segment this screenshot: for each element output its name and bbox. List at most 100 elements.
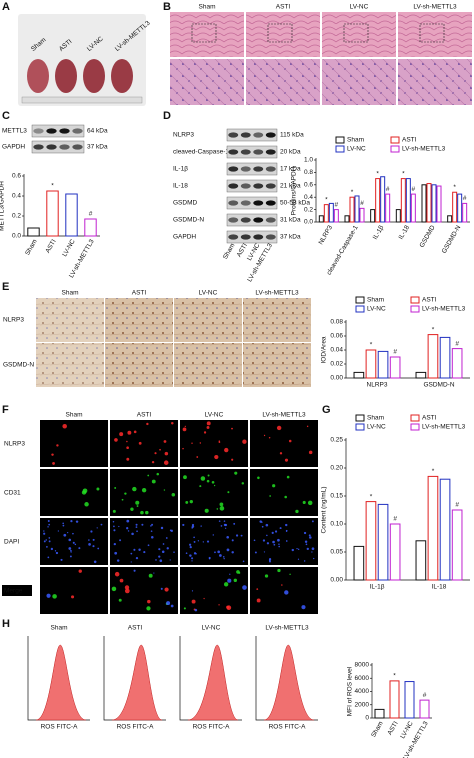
he-image xyxy=(246,12,320,57)
blot-strip xyxy=(226,196,278,210)
blot-strip xyxy=(31,140,85,154)
fluorescence-dot xyxy=(203,431,207,434)
fluorescence-dot xyxy=(281,584,283,586)
fluorescence-dot xyxy=(96,527,98,529)
bar xyxy=(427,334,439,379)
fluorescence-dot xyxy=(52,594,57,599)
blot-band xyxy=(240,132,251,138)
panel-letter: C xyxy=(2,110,10,122)
fluorescence-dot xyxy=(214,454,219,460)
y-tick-label: 0.8 xyxy=(304,169,313,176)
significance-marker: # xyxy=(393,349,397,356)
fluorescence-dot xyxy=(169,559,171,561)
fluorescence-dot xyxy=(311,547,315,551)
fluorescence-dot xyxy=(227,578,232,583)
fluorescence-dot xyxy=(219,554,222,557)
bar xyxy=(457,193,463,223)
fluorescence-dot xyxy=(92,545,95,548)
fluorescence-dot xyxy=(278,543,280,545)
fluorescence-dot xyxy=(297,558,300,560)
legend-swatch xyxy=(355,423,365,431)
protein-label: NLRP3 xyxy=(173,132,194,139)
fluorescence-dot xyxy=(202,541,204,543)
fluorescence-dot xyxy=(56,444,59,447)
muscle-sample xyxy=(55,59,77,93)
bar xyxy=(410,193,416,223)
fluorescence-dot xyxy=(90,530,93,533)
fluorescence-dot xyxy=(229,573,231,575)
fluorescence-dot xyxy=(224,527,227,529)
fluorescence-dot xyxy=(114,551,118,555)
fluorescence-dot xyxy=(235,534,239,537)
fluorescence-dot xyxy=(302,500,306,505)
blot-band xyxy=(240,166,251,172)
fluorescence-dot xyxy=(62,522,64,525)
fluorescence-dot xyxy=(135,500,140,505)
fluorescence-dot xyxy=(273,543,276,546)
fluorescence-dot xyxy=(218,441,221,444)
fluorescence-dot xyxy=(204,508,209,513)
fluorescence-dot xyxy=(153,572,155,574)
bar xyxy=(65,193,78,237)
y-tick-label: 0.4 xyxy=(12,193,21,200)
bar xyxy=(436,185,442,223)
column-label: LV-NC xyxy=(202,625,221,632)
legend-label: LV-sh-METTL3 xyxy=(422,306,466,313)
fluorescence-dot xyxy=(173,551,175,553)
size-label: 64 kDa xyxy=(87,128,108,135)
legend-swatch xyxy=(355,305,365,313)
fluorescence-dot xyxy=(226,548,230,552)
legend-swatch xyxy=(355,414,365,422)
fluorescence-dot xyxy=(182,427,187,432)
fluorescence-dot xyxy=(164,587,169,592)
fluorescence-dot xyxy=(212,534,214,536)
fluorescence-dot xyxy=(291,548,295,552)
fluorescence-dot xyxy=(304,540,308,543)
fluorescence-dot xyxy=(197,540,200,542)
he-image-zoom xyxy=(170,59,244,105)
bar xyxy=(359,207,365,223)
fluorescence-dot xyxy=(114,571,120,577)
fluorescence-image xyxy=(250,420,318,467)
axes xyxy=(345,320,470,379)
bar xyxy=(354,195,360,223)
fluorescence-dot xyxy=(191,590,194,592)
fluorescence-dot xyxy=(113,542,116,546)
column-label: LV-sh-METTL3 xyxy=(262,412,306,419)
he-image xyxy=(170,12,244,57)
panel-letter: B xyxy=(163,1,171,13)
fluorescence-dot xyxy=(263,551,266,553)
significance-marker: # xyxy=(335,201,339,208)
fluorescence-dot xyxy=(233,578,237,583)
legend-label: LV-NC xyxy=(347,146,366,153)
bar xyxy=(353,545,365,581)
x-tick-label: IL-18 xyxy=(398,224,412,241)
blot-band xyxy=(240,183,251,189)
row-label: GSDMD-N xyxy=(3,362,34,369)
fluorescence-dot xyxy=(97,547,100,550)
fluorescence-dot xyxy=(217,550,221,554)
legend-label: LV-NC xyxy=(367,306,386,313)
fluorescence-dot xyxy=(84,502,89,507)
legend-swatch xyxy=(410,414,420,422)
fluorescence-dot xyxy=(191,560,193,562)
fluorescence-dot xyxy=(216,508,219,510)
blot-strip xyxy=(226,179,278,193)
y-tick-label: 6000 xyxy=(355,675,370,682)
row-label: DAPI xyxy=(4,539,19,546)
fluorescence-dot xyxy=(189,554,192,557)
fluorescence-dot xyxy=(130,561,132,563)
x-tick-label: ASTI xyxy=(386,720,399,736)
fluorescence-dot xyxy=(135,556,139,560)
fluorescence-dot xyxy=(150,530,153,532)
bar xyxy=(415,371,427,379)
y-axis-label: MFI of ROS level xyxy=(347,666,354,716)
significance-marker: * xyxy=(402,170,405,177)
fluorescence-dot xyxy=(46,545,48,548)
ihc-image xyxy=(105,298,173,342)
fluorescence-dot xyxy=(311,520,314,523)
blot-band xyxy=(228,234,239,240)
flow-histogram xyxy=(187,644,239,721)
fluorescence-dot xyxy=(112,509,116,513)
fluorescence-dot xyxy=(72,532,74,535)
